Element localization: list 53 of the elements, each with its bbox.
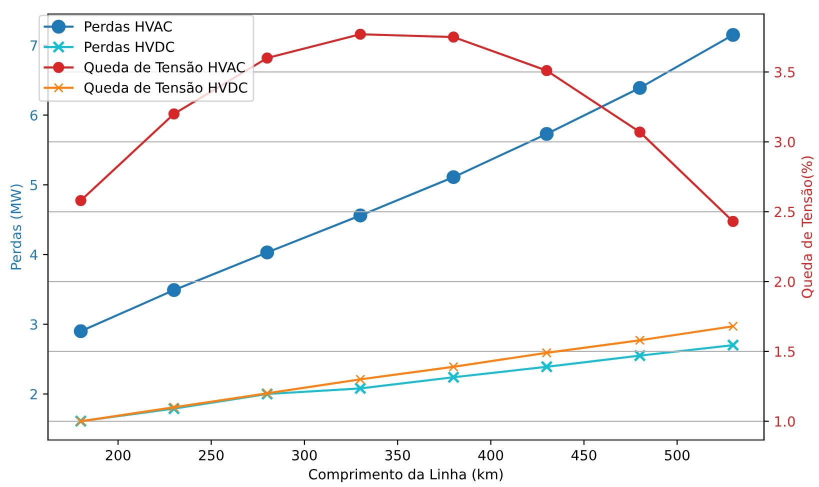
y-tick-label: 7 xyxy=(30,40,38,51)
x-tick-label: 250 xyxy=(199,450,224,460)
y2-tick-label: 2.0 xyxy=(774,276,795,288)
legend-label: Queda de Tensão HVAC xyxy=(84,62,245,74)
point xyxy=(634,349,646,362)
point xyxy=(168,108,180,120)
point xyxy=(726,338,740,352)
point xyxy=(447,371,460,384)
point xyxy=(74,324,88,338)
x-tick-label: 400 xyxy=(478,450,504,460)
legend-label: Queda de Tensão HVDC xyxy=(84,82,248,94)
point xyxy=(540,126,554,141)
point xyxy=(540,360,553,374)
x-tick-label: 450 xyxy=(571,450,596,460)
y2-tick-label: 2.5 xyxy=(774,206,795,218)
point xyxy=(726,28,740,42)
point xyxy=(728,321,738,332)
x-tick-label: 300 xyxy=(292,450,317,460)
x-tick-label: 500 xyxy=(664,450,690,460)
y-tick-label: 5 xyxy=(30,180,38,190)
point xyxy=(353,208,368,222)
point xyxy=(355,374,366,384)
legend-label: Perdas HVDC xyxy=(85,41,174,52)
point xyxy=(169,402,179,412)
y-tick-label: 2 xyxy=(30,388,37,400)
point xyxy=(448,31,460,43)
y-tick-label: 6 xyxy=(30,110,38,121)
x-axis-title: Comprimento da Linha (km) xyxy=(308,468,503,482)
y2-axis-title: Queda de Tensão(%) xyxy=(801,156,814,298)
point xyxy=(354,28,366,40)
y2-tick-label: 1.5 xyxy=(775,346,795,357)
legend-label: Perdas HVAC xyxy=(85,20,172,32)
point xyxy=(632,80,647,95)
point xyxy=(635,335,645,346)
point xyxy=(541,65,552,76)
y-tick-label: 4 xyxy=(30,250,38,260)
point xyxy=(75,194,86,206)
point xyxy=(542,348,552,358)
point xyxy=(167,283,181,298)
y2-tick-label: 1.0 xyxy=(775,416,795,427)
point xyxy=(262,52,273,64)
x-tick-label: 200 xyxy=(106,450,130,460)
y2-tick-label: 3.5 xyxy=(774,66,795,78)
y-axis-title: Perdas (MW) xyxy=(10,184,23,270)
x-tick-label: 350 xyxy=(385,450,410,460)
point xyxy=(634,126,646,138)
point xyxy=(446,170,460,184)
point xyxy=(354,382,367,395)
point xyxy=(448,362,458,372)
y2-tick-label: 3.0 xyxy=(774,136,795,148)
point xyxy=(260,246,274,260)
y-tick-label: 3 xyxy=(30,319,38,330)
point xyxy=(728,216,739,228)
